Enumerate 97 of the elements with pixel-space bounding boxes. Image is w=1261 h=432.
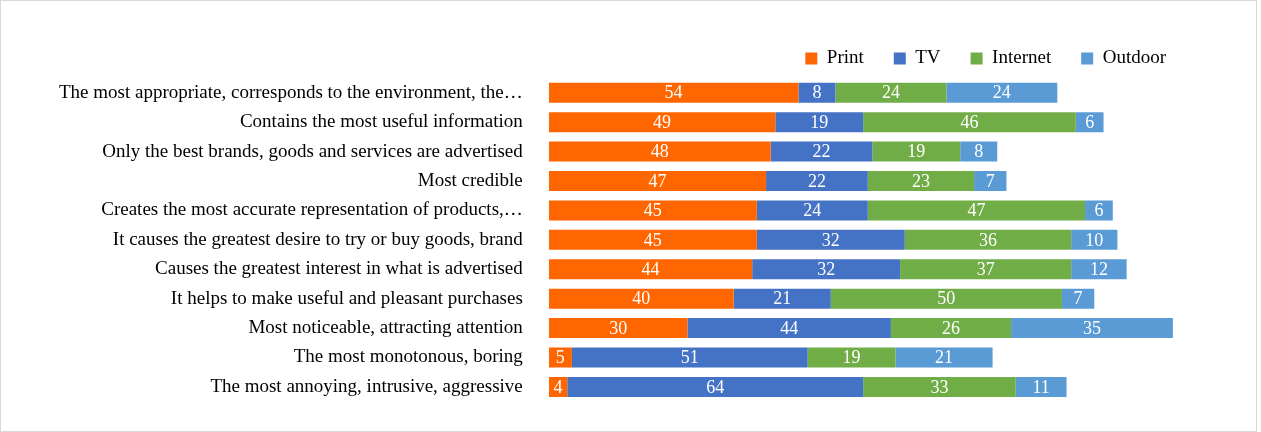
data-label: 35	[1082, 317, 1101, 338]
data-label: 22	[812, 141, 831, 162]
data-label: 50	[937, 288, 956, 309]
data-label: 44	[641, 258, 660, 279]
bar	[548, 200, 757, 221]
y-tick-label: Contains the most useful information	[239, 110, 524, 132]
data-label: 40	[632, 288, 651, 309]
data-label: 22	[807, 170, 826, 191]
bar	[548, 229, 757, 250]
bar	[1015, 376, 1067, 397]
data-label: 6	[1094, 200, 1104, 221]
bar	[571, 347, 808, 368]
bar	[548, 141, 771, 162]
bar	[1071, 259, 1127, 280]
bar	[756, 200, 868, 221]
y-tick-label: It causes the greatest desire to try or buy goods, brand	[112, 227, 524, 249]
legend-label: TV	[915, 46, 941, 68]
bar	[752, 259, 901, 280]
data-label: 10	[1085, 229, 1104, 250]
bar	[1061, 288, 1095, 309]
data-label: 21	[935, 347, 954, 368]
data-label: 37	[976, 258, 995, 279]
y-tick-label: Creates the most accurate representation of products,…	[101, 198, 523, 220]
data-label: 32	[817, 258, 836, 279]
bar	[867, 200, 1086, 221]
bar	[733, 288, 831, 309]
bar	[766, 170, 868, 191]
bar	[548, 259, 753, 280]
data-label: 45	[643, 200, 662, 221]
data-label: 45	[643, 229, 662, 250]
data-label: 8	[974, 141, 984, 162]
data-label: 26	[941, 317, 960, 338]
legend-label: Outdoor	[1102, 46, 1167, 68]
data-label: 7	[985, 170, 995, 191]
data-label: 24	[881, 82, 900, 103]
bar	[835, 82, 947, 103]
bar	[548, 170, 767, 191]
bar	[890, 318, 1012, 339]
bar	[960, 141, 998, 162]
y-tick-label: Only the best brands, goods and services are advertised	[102, 139, 524, 161]
bar	[900, 259, 1072, 280]
bar	[946, 82, 1058, 103]
bar	[548, 288, 734, 309]
data-label: 33	[930, 376, 949, 397]
bar	[807, 347, 896, 368]
bar	[863, 112, 1076, 133]
data-label: 21	[773, 288, 792, 309]
data-label: 8	[812, 82, 822, 103]
bar	[775, 112, 864, 133]
y-tick-label: The most appropriate, corresponds to the environment, the…	[59, 80, 523, 102]
y-tick-label: Most noticeable, attracting attention	[248, 316, 524, 338]
data-label: 47	[967, 200, 986, 221]
bar	[872, 141, 961, 162]
y-tick-label: The most monotonous, boring	[293, 345, 524, 367]
bar	[770, 141, 873, 162]
bar	[1011, 318, 1173, 339]
data-label: 6	[1085, 111, 1095, 132]
data-label: 30	[609, 317, 628, 338]
data-label: 7	[1073, 288, 1083, 309]
legend-label: Print	[826, 46, 865, 68]
data-label: 19	[842, 347, 861, 368]
bar	[756, 229, 905, 250]
data-label: 49	[653, 111, 672, 132]
bar	[974, 170, 1007, 191]
bar	[867, 170, 975, 191]
bar	[548, 82, 799, 103]
data-label: 19	[907, 141, 926, 162]
data-label: 19	[810, 111, 829, 132]
bar	[687, 318, 891, 339]
data-label: 48	[650, 141, 669, 162]
bar	[895, 347, 993, 368]
bar	[904, 229, 1072, 250]
legend-label: Internet	[992, 46, 1052, 68]
data-label: 64	[706, 376, 725, 397]
bar	[863, 376, 1016, 397]
data-label: 4	[553, 376, 563, 397]
data-label: 51	[680, 347, 699, 368]
data-label: 47	[648, 170, 667, 191]
bar	[548, 112, 776, 133]
data-label: 36	[978, 229, 997, 250]
bar	[548, 318, 688, 339]
data-label: 24	[803, 200, 822, 221]
y-tick-label: The most annoying, intrusive, aggressive	[210, 374, 523, 396]
bar	[830, 288, 1062, 309]
data-label: 54	[664, 82, 683, 103]
data-label: 24	[992, 82, 1011, 103]
y-tick-label: Causes the greatest interest in what is advertised	[155, 257, 524, 279]
data-label: 5	[555, 347, 565, 368]
y-tick-label: Most credible	[417, 168, 523, 190]
bar	[567, 376, 864, 397]
data-label: 11	[1032, 376, 1050, 397]
data-label: 32	[821, 229, 840, 250]
data-label: 23	[911, 170, 930, 191]
data-label: 44	[780, 317, 799, 338]
data-label: 46	[960, 111, 979, 132]
y-tick-label: It helps to make useful and pleasant purchases	[170, 286, 523, 308]
data-label: 12	[1089, 258, 1108, 279]
